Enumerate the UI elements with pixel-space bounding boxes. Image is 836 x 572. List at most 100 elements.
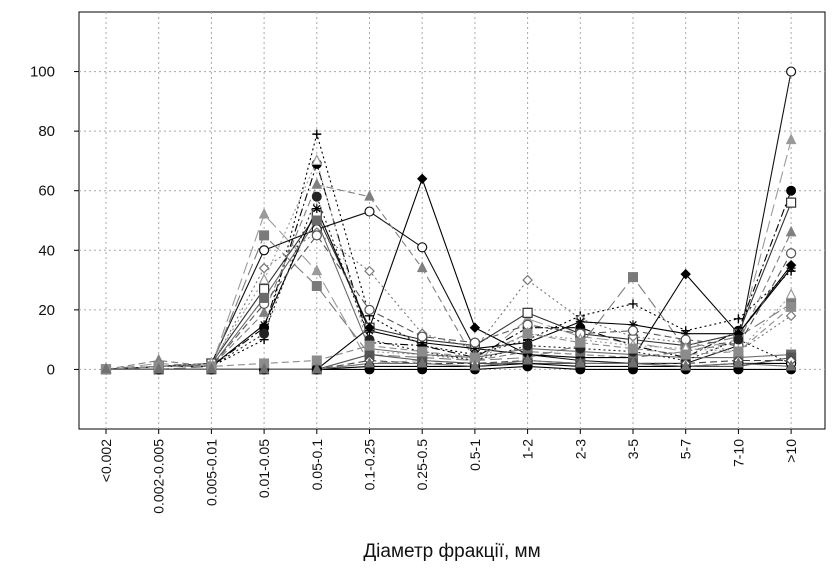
data-point [153, 362, 165, 374]
series-line [105, 219, 792, 370]
series-line [105, 202, 792, 370]
data-point [522, 353, 533, 365]
data-point [733, 314, 743, 324]
data-point [100, 362, 112, 374]
data-point [311, 191, 322, 202]
data-point [259, 230, 270, 241]
data-point [364, 206, 375, 217]
data-point [365, 326, 374, 336]
x-tick-label: 5-7 [678, 439, 694, 459]
data-point [786, 301, 797, 312]
data-point [733, 329, 743, 339]
data-point [416, 356, 428, 368]
data-point [469, 337, 480, 348]
data-point [417, 242, 428, 253]
data-point [364, 265, 375, 277]
data-point [470, 344, 480, 354]
data-point [469, 359, 481, 371]
data-point [259, 245, 270, 256]
plot-area [78, 11, 826, 430]
x-tick-label: 3-5 [625, 439, 641, 459]
y-tick-label: 20 [38, 302, 55, 319]
marker-group [100, 66, 797, 375]
series-line [106, 359, 792, 370]
data-point [522, 340, 533, 351]
data-point [681, 329, 691, 339]
y-tick-label: 40 [38, 242, 55, 259]
data-point [785, 133, 797, 145]
series-line [105, 234, 792, 370]
x-tick-label: 0.002-0.005 [151, 439, 167, 514]
data-point [417, 346, 428, 357]
x-axis: <0.002 0.002-0.005 0.005-0.01 0.01-0.05 0.05… [98, 429, 799, 514]
data-point [206, 362, 217, 374]
y-tick-label: 100 [30, 64, 55, 81]
data-point [733, 334, 744, 345]
data-point [311, 215, 322, 226]
data-point [785, 225, 797, 237]
data-point [364, 190, 375, 201]
data-point [575, 337, 586, 348]
data-point [733, 346, 744, 357]
x-tick-label: 0.25-0.5 [414, 439, 430, 491]
data-point [786, 263, 796, 273]
x-tick-label: 0.1-0.25 [362, 439, 378, 491]
series-line [105, 184, 792, 370]
x-tick-label: <0.002 [98, 439, 114, 482]
data-point [785, 197, 797, 208]
series-line [105, 133, 792, 370]
x-tick-label: 0.005-0.01 [203, 439, 219, 506]
data-point [785, 310, 797, 322]
data-point [574, 356, 586, 368]
series-line [105, 306, 792, 370]
series-line [105, 231, 792, 370]
data-point [628, 272, 638, 283]
data-point [259, 320, 269, 330]
data-point [416, 173, 428, 185]
x-tick-label: 0.5-1 [467, 439, 483, 471]
y-axis: 0 20 40 60 80 100 [30, 64, 79, 378]
data-point [311, 362, 323, 374]
data-point [628, 343, 638, 354]
data-point [522, 274, 533, 286]
data-point [258, 273, 270, 285]
x-tick-label: 2-3 [572, 439, 588, 459]
x-axis-label: Діаметр фракції, мм [363, 541, 540, 562]
y-tick-label: 0 [47, 361, 55, 378]
data-point [259, 292, 270, 303]
series-line [105, 208, 792, 370]
x-tick-label: 1-2 [520, 439, 536, 459]
y-tick-label: 60 [38, 183, 55, 200]
data-point [312, 204, 322, 214]
x-tick-label: 0.05-0.1 [309, 439, 325, 491]
data-point [312, 129, 322, 139]
data-point [417, 338, 427, 348]
y-tick-label: 80 [38, 123, 55, 140]
data-point [364, 356, 375, 368]
data-point [786, 185, 797, 196]
series-line [105, 160, 792, 370]
x-tick-label: 0.01-0.05 [256, 439, 272, 498]
data-point [311, 154, 323, 166]
x-tick-label: >10 [783, 439, 799, 463]
data-point [575, 317, 585, 327]
series-group [105, 71, 792, 370]
data-point [627, 356, 639, 368]
data-point [733, 356, 744, 368]
x-tick-label: 7-10 [730, 439, 746, 467]
series-line [106, 234, 792, 370]
data-point [258, 262, 270, 274]
data-point [311, 230, 322, 241]
data-point [258, 306, 270, 317]
data-point [311, 264, 323, 276]
data-point [258, 362, 270, 374]
data-point [785, 288, 797, 300]
data-point [785, 66, 797, 77]
data-point [311, 178, 323, 189]
data-point [628, 299, 638, 309]
data-point [469, 322, 481, 333]
data-point [311, 281, 322, 292]
data-point [785, 359, 797, 371]
